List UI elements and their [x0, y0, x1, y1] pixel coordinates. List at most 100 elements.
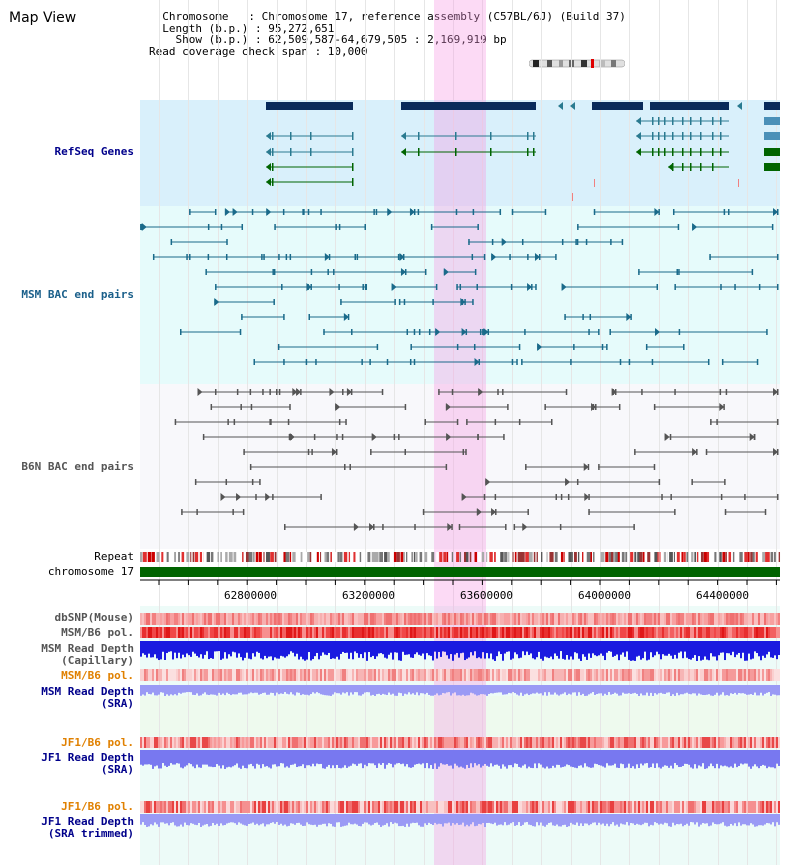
depth-bar: [508, 814, 510, 825]
heat-cell: [180, 737, 182, 748]
heat-cell: [280, 669, 282, 681]
heat-cell: [198, 737, 200, 748]
heat-cell: [224, 801, 226, 813]
heat-cell: [590, 613, 592, 625]
refseq-genes-label[interactable]: RefSeq Genes: [54, 145, 134, 158]
heat-cell: [384, 627, 386, 638]
depth-bar: [424, 685, 426, 695]
msm-read-depth-capillary-label[interactable]: MSM Read Depth (Capillary): [41, 642, 134, 667]
depth-bar: [548, 641, 550, 659]
heat-cell: [400, 669, 402, 681]
depth-bar: [480, 685, 482, 695]
heat-cell: [572, 627, 574, 638]
depth-bar: [378, 750, 380, 764]
repeat-segment: [174, 552, 176, 562]
depth-bar: [514, 814, 516, 826]
heat-cell: [462, 613, 464, 625]
dbsnp-label[interactable]: dbSNP(Mouse): [54, 611, 134, 624]
heat-cell: [422, 737, 424, 748]
heat-cell: [398, 801, 400, 813]
msm-b6-pol-label-2[interactable]: MSM/B6 pol.: [61, 669, 134, 682]
heat-cell: [624, 801, 626, 813]
depth-bar: [524, 641, 526, 656]
depth-bar: [432, 685, 434, 696]
depth-bar: [260, 814, 262, 825]
depth-bar: [244, 685, 246, 695]
heat-cell: [210, 801, 212, 813]
heat-cell: [690, 669, 692, 681]
heat-cell: [676, 669, 678, 681]
heat-cell: [468, 737, 470, 748]
depth-bar: [236, 750, 238, 764]
heat-cell: [410, 669, 412, 681]
heat-cell: [676, 613, 678, 625]
depth-bar: [314, 750, 316, 767]
depth-bar: [248, 750, 250, 765]
depth-bar: [232, 685, 234, 695]
depth-bar: [396, 641, 398, 653]
b6n-bac-end-pairs-label[interactable]: B6N BAC end pairs: [21, 460, 134, 473]
heat-cell: [356, 737, 358, 748]
gridline: [600, 0, 601, 865]
depth-bar: [268, 750, 270, 768]
exon-mark: [700, 117, 702, 125]
depth-bar: [294, 641, 296, 657]
heat-cell: [180, 613, 182, 625]
jf1-b6-pol-label-2[interactable]: JF1/B6 pol.: [61, 800, 134, 813]
heat-cell: [778, 737, 780, 748]
repeat-segment: [163, 552, 166, 562]
b6n-bac-end: [210, 404, 213, 410]
heat-cell: [584, 613, 586, 625]
heat-cell: [152, 669, 154, 681]
exon-mark: [690, 163, 692, 171]
highlight-region[interactable]: [434, 0, 486, 865]
depth-bar: [758, 641, 760, 657]
depth-bar: [658, 814, 660, 825]
heat-cell: [540, 613, 542, 625]
gene-end-block: [764, 148, 780, 156]
heat-cell: [770, 669, 772, 681]
heat-cell: [534, 613, 536, 625]
heat-cell: [594, 669, 596, 681]
repeat-segment: [156, 552, 160, 562]
depth-bar: [570, 641, 572, 657]
msm-bac-end: [758, 284, 761, 290]
transcript-arrow: [266, 163, 271, 171]
repeat-segment: [551, 552, 554, 562]
msm-bac-end: [283, 359, 285, 365]
depth-bar: [340, 685, 342, 695]
msm-bac-end: [239, 329, 242, 335]
msm-read-depth-sra-label[interactable]: MSM Read Depth (SRA): [41, 685, 134, 710]
msm-bac-end: [456, 344, 459, 350]
jf1-read-depth-sra-label[interactable]: JF1 Read Depth (SRA): [41, 751, 134, 776]
jf1-b6-pol-label-1[interactable]: JF1/B6 pol.: [61, 736, 134, 749]
heat-cell: [450, 737, 452, 748]
heat-cell: [718, 737, 720, 748]
b6n-bac-arrow: [335, 403, 341, 411]
repeat-label[interactable]: Repeat: [94, 550, 134, 563]
repeat-segment: [459, 552, 462, 562]
heat-cell: [756, 737, 758, 748]
depth-bar: [506, 641, 508, 652]
chromosome-label[interactable]: chromosome 17: [47, 565, 134, 578]
depth-bar: [416, 641, 418, 653]
msm-bac-end: [273, 299, 275, 305]
heat-cell: [418, 627, 420, 638]
heat-cell: [372, 737, 374, 748]
msm-bac-end: [535, 284, 537, 290]
depth-bar: [684, 685, 686, 694]
depth-bar: [472, 641, 474, 656]
heat-cell: [532, 669, 534, 681]
depth-bar: [678, 641, 680, 653]
depth-bar: [562, 685, 564, 694]
depth-bar: [674, 685, 676, 696]
jf1-read-depth-trimmed-label[interactable]: JF1 Read Depth (SRA trimmed): [41, 815, 134, 840]
heat-cell: [656, 801, 658, 813]
heat-cell: [510, 737, 512, 748]
heat-cell: [686, 669, 688, 681]
exon-mark: [418, 132, 420, 140]
heat-cell: [550, 737, 552, 748]
msm-bac-end-pairs-label[interactable]: MSM BAC end pairs: [21, 288, 134, 301]
msm-b6-pol-label-1[interactable]: MSM/B6 pol.: [61, 626, 134, 639]
